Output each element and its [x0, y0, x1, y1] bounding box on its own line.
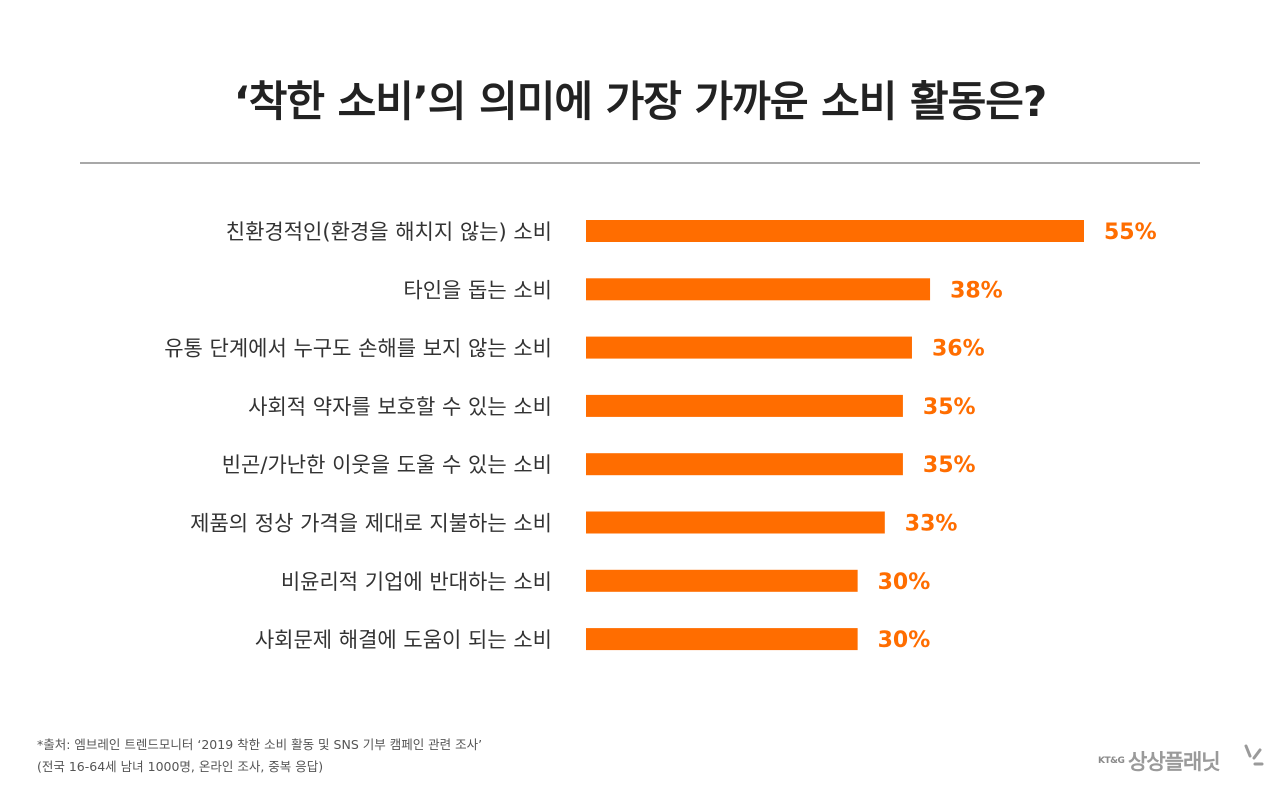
logo-name: 상상플래닛: [1128, 750, 1221, 774]
category-label: 빈곤/가난한 이웃을 도울 수 있는 소비: [222, 453, 552, 477]
data-label: 36%: [932, 337, 985, 362]
data-label: 30%: [878, 628, 931, 653]
data-label: 35%: [923, 453, 976, 478]
logo-kt: KT&G: [1098, 756, 1125, 766]
bar: [586, 394, 903, 417]
category-label: 제품의 정상 가격을 제대로 지불하는 소비: [190, 512, 552, 536]
chart-title: ‘착한 소비’의 의미에 가장 가까운 소비 활동은?: [233, 77, 1048, 126]
bar: [586, 511, 885, 534]
source-line-2: (전국 16-64세 남녀 1000명, 온라인 조사, 중복 응답): [37, 759, 324, 774]
bar-chart: 친환경적인(환경을 해치지 않는) 소비 55% 타인을 돕는 소비 38% 유통 단계…: [164, 220, 1157, 653]
category-label: 타인을 돕는 소비: [403, 278, 552, 302]
bar: [586, 628, 858, 651]
data-label: 33%: [905, 512, 958, 537]
brand-logo: KT&G 상상플래닛: [1098, 742, 1268, 782]
bar: [586, 336, 912, 359]
category-label: 비윤리적 기업에 반대하는 소비: [281, 570, 552, 594]
bar: [586, 569, 858, 592]
sparkle-icon: [1244, 744, 1264, 766]
source-line-1: *출처: 엠브레인 트렌드모니터 ‘2019 착한 소비 활동 및 SNS 기부…: [37, 737, 483, 752]
bar: [586, 453, 903, 476]
data-label: 38%: [950, 278, 1003, 303]
bar: [586, 278, 931, 301]
category-label: 사회적 약자를 보호할 수 있는 소비: [248, 395, 552, 419]
category-label: 친환경적인(환경을 해치지 않는) 소비: [226, 220, 552, 244]
source-note: *출처: 엠브레인 트렌드모니터 ‘2019 착한 소비 활동 및 SNS 기부…: [37, 734, 482, 778]
title-divider: [80, 162, 1200, 164]
data-label: 30%: [878, 570, 931, 595]
category-label: 사회문제 해결에 도움이 되는 소비: [255, 628, 552, 652]
data-label: 35%: [923, 395, 976, 420]
category-label: 유통 단계에서 누구도 손해를 보지 않는 소비: [164, 337, 552, 361]
data-label: 55%: [1104, 220, 1157, 245]
bar: [586, 220, 1084, 242]
